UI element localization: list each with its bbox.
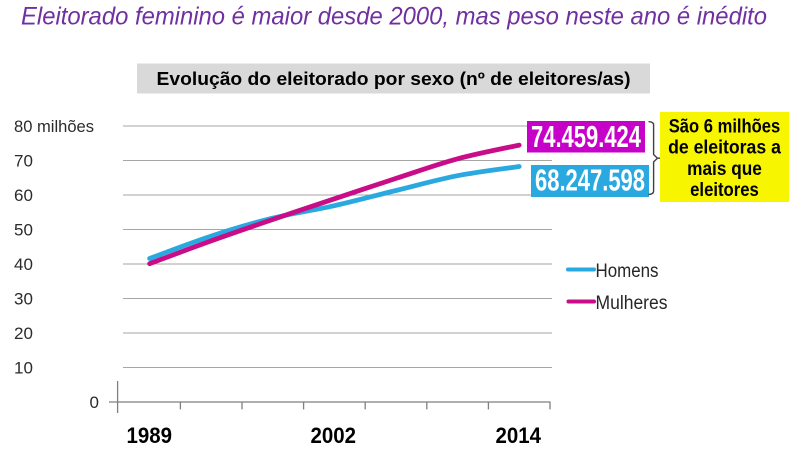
svg-text:70: 70 [14,152,33,171]
svg-text:74.459.424: 74.459.424 [531,119,642,154]
svg-text:30: 30 [14,290,33,309]
svg-text:de eleitoras a: de eleitoras a [668,138,781,159]
svg-text:Eleitorado feminino é maior de: Eleitorado feminino é maior desde 2000, … [21,3,767,31]
svg-text:Evolução do eleitorado por sex: Evolução do eleitorado por sexo (nº de e… [157,69,631,89]
svg-text:0: 0 [90,393,99,412]
svg-text:São 6 milhões: São 6 milhões [669,117,781,138]
svg-text:2002: 2002 [311,423,357,448]
svg-text:20: 20 [14,324,33,343]
svg-text:eleitores: eleitores [690,180,759,201]
svg-text:2014: 2014 [496,423,542,448]
svg-text:mais que: mais que [687,159,762,180]
svg-text:Homens: Homens [596,261,659,282]
svg-text:50: 50 [14,221,33,240]
svg-text:40: 40 [14,255,33,274]
svg-text:1989: 1989 [127,423,173,448]
svg-text:60: 60 [14,186,33,205]
svg-text:68.247.598: 68.247.598 [535,163,645,198]
svg-text:Mulheres: Mulheres [596,293,668,314]
svg-text:10: 10 [14,359,33,378]
svg-text:80 milhões: 80 milhões [14,117,94,136]
